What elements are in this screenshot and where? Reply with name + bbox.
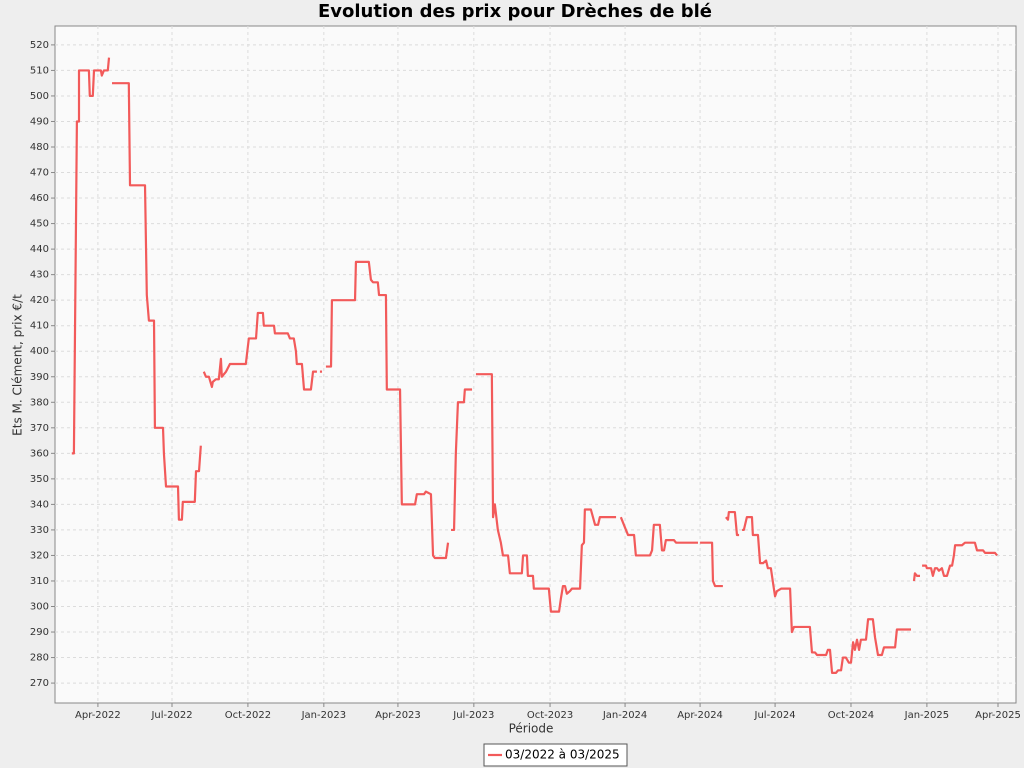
plot-area (54, 25, 1017, 704)
x-axis-label: Période (509, 722, 554, 736)
x-tick-label: Oct-2023 (527, 710, 573, 721)
y-tick-label: 430 (30, 270, 49, 281)
y-tick-label: 270 (30, 678, 49, 689)
y-tick-label: 350 (30, 474, 49, 485)
y-tick-label: 320 (30, 550, 49, 561)
y-tick-label: 520 (30, 40, 49, 51)
y-tick-label: 290 (30, 627, 49, 638)
x-tick-label: Apr-2025 (975, 710, 1021, 721)
y-tick-label: 370 (30, 423, 49, 434)
y-tick-label: 490 (30, 116, 49, 127)
x-tick-label: Jul-2024 (754, 710, 796, 721)
x-tick-label: Jan-2024 (602, 710, 647, 721)
x-tick-label: Apr-2023 (375, 710, 421, 721)
y-tick-label: 400 (30, 346, 49, 357)
y-tick-label: 300 (30, 602, 49, 613)
legend-box (483, 743, 628, 767)
y-tick-label: 460 (30, 193, 49, 204)
y-tick-label: 310 (30, 576, 49, 587)
data-line (71, 57, 998, 674)
y-tick-label: 360 (30, 448, 49, 459)
y-tick-label: 330 (30, 525, 49, 536)
x-tick-label: Jan-2023 (301, 710, 346, 721)
y-tick-label: 470 (30, 168, 49, 179)
y-tick-label: 480 (30, 142, 49, 153)
x-tick-label: Apr-2024 (677, 710, 723, 721)
chart-title: Evolution des prix pour Drèches de blé (318, 1, 712, 22)
y-tick-label: 440 (30, 244, 49, 255)
legend-label: 03/2022 à 03/2025 (505, 748, 620, 762)
y-tick-label: 410 (30, 321, 49, 332)
y-tick-label: 420 (30, 295, 49, 306)
x-tick-label: Jul-2023 (452, 710, 494, 721)
x-tick-label: Apr-2022 (75, 710, 121, 721)
x-tick-label: Jan-2025 (904, 710, 949, 721)
y-tick-label: 390 (30, 372, 49, 383)
y-tick-label: 340 (30, 499, 49, 510)
y-axis-label: Ets M. Clément, prix €/t (11, 294, 25, 436)
y-tick-label: 510 (30, 65, 49, 76)
x-tick-label: Oct-2024 (828, 710, 874, 721)
y-tick-label: 500 (30, 91, 49, 102)
x-tick-label: Oct-2022 (225, 710, 271, 721)
y-tick-label: 450 (30, 219, 49, 230)
y-tick-label: 380 (30, 397, 49, 408)
x-tick-label: Jul-2022 (150, 710, 192, 721)
y-tick-label: 280 (30, 653, 49, 664)
